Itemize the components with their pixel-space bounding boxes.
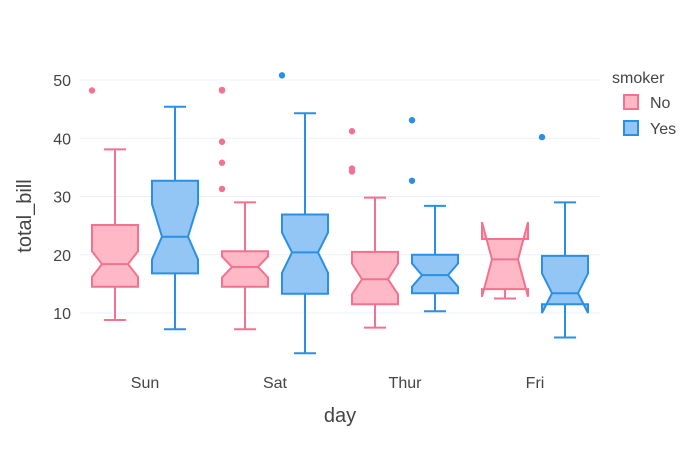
box-no-fri (481, 221, 529, 300)
legend: smoker No Yes (612, 70, 676, 138)
legend-item-no[interactable]: No (623, 94, 671, 112)
outlier-point (348, 165, 356, 172)
outlier-point (278, 72, 286, 79)
box-yes-fri (538, 133, 589, 339)
y-tick-label: 20 (53, 248, 71, 265)
legend-label: Yes (650, 121, 676, 138)
notched-box (221, 250, 269, 288)
y-tick-label: 30 (53, 190, 71, 207)
outlier-point (218, 138, 226, 145)
y-tick-label: 50 (53, 73, 71, 90)
legend-swatch (623, 94, 639, 110)
y-tick-label: 10 (53, 306, 71, 323)
notched-box (351, 250, 399, 306)
series-yes (151, 72, 589, 355)
box-no-sun (88, 87, 139, 321)
legend-swatch (623, 120, 639, 136)
notched-box (411, 253, 459, 295)
outlier-point (538, 133, 546, 141)
box-no-sat (218, 86, 269, 331)
notched-box (541, 254, 589, 314)
x-axis-ticks: Sun Sat Thur Fri (131, 375, 545, 392)
box-yes-sun (151, 105, 199, 331)
plot-area (88, 72, 589, 355)
y-tick-label: 40 (53, 131, 71, 148)
outlier-point (348, 128, 356, 135)
legend-title: smoker (612, 70, 665, 87)
outlier-point (408, 116, 416, 124)
x-tick-label: Thur (389, 375, 423, 392)
x-tick-label: Sun (131, 375, 159, 392)
outlier-point (88, 87, 96, 94)
x-tick-label: Sat (263, 375, 288, 392)
box-yes-sat (278, 72, 329, 355)
notched-box (281, 213, 329, 295)
x-axis-title: day (324, 405, 356, 427)
outlier-point (218, 185, 226, 193)
box-yes-thur (408, 116, 459, 313)
notched-box (151, 179, 199, 275)
box-no-thur (348, 128, 399, 329)
notched-box (91, 224, 139, 288)
y-axis-title: total_bill (14, 179, 36, 252)
legend-item-yes[interactable]: Yes (623, 120, 676, 138)
x-tick-label: Fri (526, 375, 545, 392)
series-no (88, 86, 529, 331)
outlier-point (218, 86, 226, 94)
outlier-point (218, 159, 226, 166)
y-axis-ticks: 10 20 30 40 50 (53, 73, 71, 323)
outlier-point (408, 177, 416, 184)
legend-label: No (650, 95, 671, 112)
